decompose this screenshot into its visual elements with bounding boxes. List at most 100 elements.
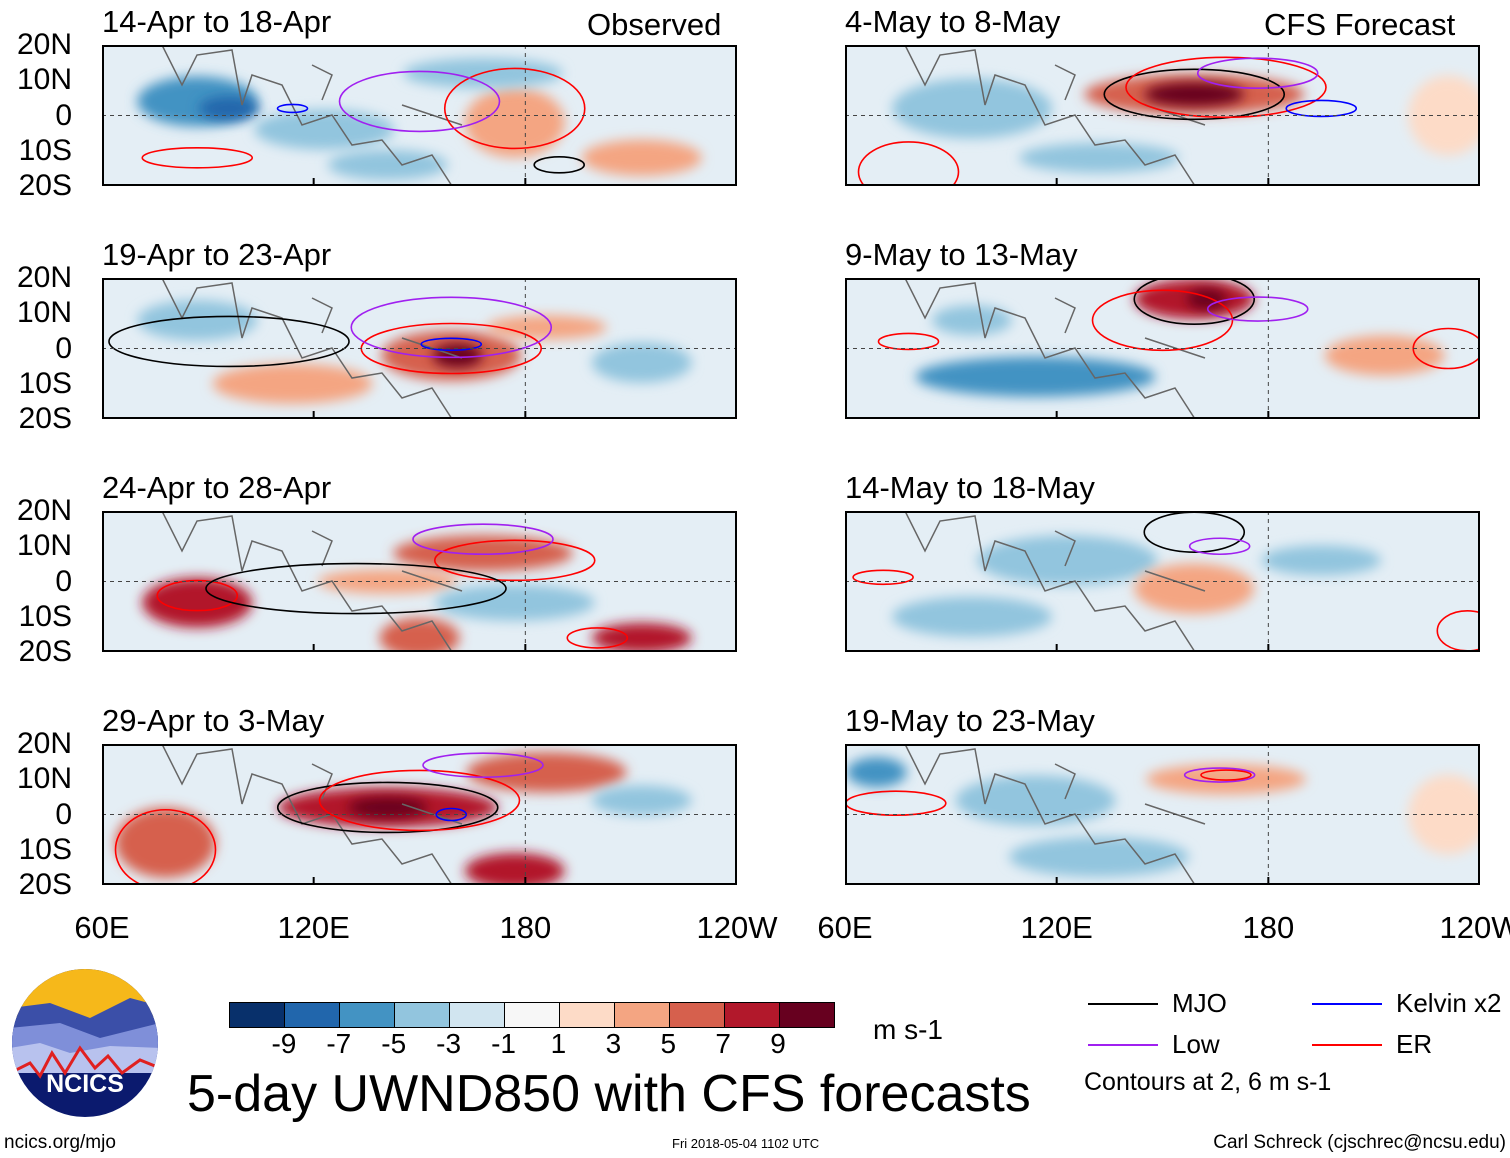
colorbar-tick-label: -3 [436, 1028, 462, 1059]
colorbar-tick-label: 7 [715, 1028, 731, 1059]
panel-frame [102, 511, 737, 652]
wave-contour [114, 808, 217, 885]
wind-anomaly-shading [379, 617, 460, 652]
wind-anomaly-shading [393, 535, 573, 572]
panel-frame [845, 744, 1480, 885]
lat-label: 20N [16, 261, 72, 294]
wind-anomaly-shading [486, 315, 607, 340]
colorbar-swatch [560, 1003, 615, 1027]
wave-contour [533, 156, 586, 174]
wind-anomaly-shading [1261, 545, 1382, 576]
wave-contour [852, 569, 914, 586]
colorbar-swatch [395, 1003, 450, 1027]
wave-contour [156, 579, 239, 612]
colorbar-tick-label: 9 [770, 1028, 786, 1059]
legend-item-low: Low [1088, 1029, 1220, 1060]
lat-label: 10S [18, 366, 72, 400]
wave-contour [1206, 296, 1309, 322]
wave-contour [108, 315, 350, 368]
panel-frame [845, 511, 1480, 652]
ncics-logo: NCICS [12, 969, 158, 1117]
wave-contour [276, 781, 499, 834]
wind-anomaly-shading [1186, 289, 1227, 310]
wave-contour [420, 337, 483, 352]
lat-label: 20S [18, 635, 72, 668]
wave-contour [205, 562, 507, 615]
lat-label: 0 [55, 797, 72, 831]
panel-frame [845, 45, 1480, 186]
footer-author: Carl Schreck (cjschrec@ncsu.edu) [1213, 1132, 1506, 1153]
lat-label: 10N [16, 296, 72, 330]
figure-title: 5-day UWND850 with CFS forecasts [187, 1065, 1031, 1123]
legend-item-er: ER [1312, 1029, 1432, 1060]
panel-title: 19-Apr to 23-Apr [102, 237, 332, 272]
wave-contour [1103, 68, 1286, 121]
wave-contour [338, 70, 501, 133]
wave-contour [1133, 278, 1256, 325]
wind-anomaly-shading [591, 342, 692, 383]
wind-anomaly-shading [464, 87, 565, 158]
lon-label: 60E [817, 910, 873, 945]
wind-anomaly-shading [115, 807, 216, 878]
wind-anomaly-shading [591, 785, 692, 816]
wind-anomaly-shading [254, 109, 395, 150]
wind-anomaly-shading [199, 96, 259, 121]
colorbar-swatch [340, 1003, 395, 1027]
wave-contour [1196, 57, 1319, 90]
wind-anomaly-shading [1019, 142, 1179, 173]
lat-label: 10S [18, 832, 72, 866]
lon-label: 120E [277, 910, 350, 945]
forecast-label: CFS Forecast [1264, 7, 1456, 42]
footer-url[interactable]: ncics.org/mjo [4, 1132, 116, 1153]
panel-title: 24-Apr to 28-Apr [102, 470, 332, 505]
wind-anomaly-shading [464, 852, 565, 885]
lat-label: 20S [18, 402, 72, 435]
wind-anomaly-shading [142, 577, 253, 628]
legend-item-kelvin: Kelvin x2 [1312, 988, 1502, 1019]
wind-anomaly-shading [1134, 563, 1255, 614]
colorbar-tick-label: 5 [660, 1028, 677, 1059]
lat-label: 20S [18, 169, 72, 202]
panel-title: 14-Apr to 18-Apr [102, 4, 332, 39]
uwnd-map-panel [102, 744, 737, 885]
colorbar-tick-label: -1 [491, 1028, 516, 1059]
colorbar-unit: m s-1 [873, 1014, 943, 1045]
wind-anomaly-shading [137, 300, 258, 341]
wave-contour [857, 141, 960, 186]
wind-anomaly-shading [846, 757, 907, 788]
wind-anomaly-shading [317, 569, 458, 594]
colorbar-tick-label: -5 [381, 1028, 407, 1059]
lon-label: 60E [74, 910, 130, 945]
lat-label: 20S [18, 868, 72, 901]
wind-anomaly-shading [581, 139, 702, 176]
lat-label: 10S [18, 599, 72, 633]
wave-contour [1200, 769, 1252, 781]
wave-contour [1125, 56, 1327, 119]
wind-anomaly-shading [327, 149, 448, 180]
lat-label: 20N [16, 28, 72, 61]
panel-frame [102, 278, 737, 419]
wave-contour [435, 807, 468, 822]
colorbar-tick-label: 1 [550, 1028, 567, 1059]
wave-contour [350, 296, 553, 359]
lat-label: 20N [16, 727, 72, 760]
lon-label: 180 [499, 910, 552, 945]
wind-anomaly-shading [892, 78, 1052, 139]
wave-contour [422, 752, 544, 778]
uwnd-map-panel [845, 278, 1480, 419]
wind-anomaly-shading [1324, 335, 1445, 376]
wave-contour [1285, 99, 1358, 118]
lat-label: 0 [55, 564, 72, 598]
wind-anomaly-shading [932, 305, 1012, 336]
panel-frame [102, 744, 737, 885]
panel-title: 14-May to 18-May [845, 470, 1095, 505]
lat-label: 10N [16, 529, 72, 563]
wave-contour [433, 539, 596, 582]
lon-label: 120E [1020, 910, 1093, 945]
wind-anomaly-shading [915, 356, 1156, 397]
wave-contour [1091, 289, 1234, 352]
wave-contour [443, 67, 586, 150]
lon-label: 180 [1242, 910, 1295, 945]
wave-contour [566, 627, 629, 649]
observed-label: Observed [587, 7, 722, 42]
